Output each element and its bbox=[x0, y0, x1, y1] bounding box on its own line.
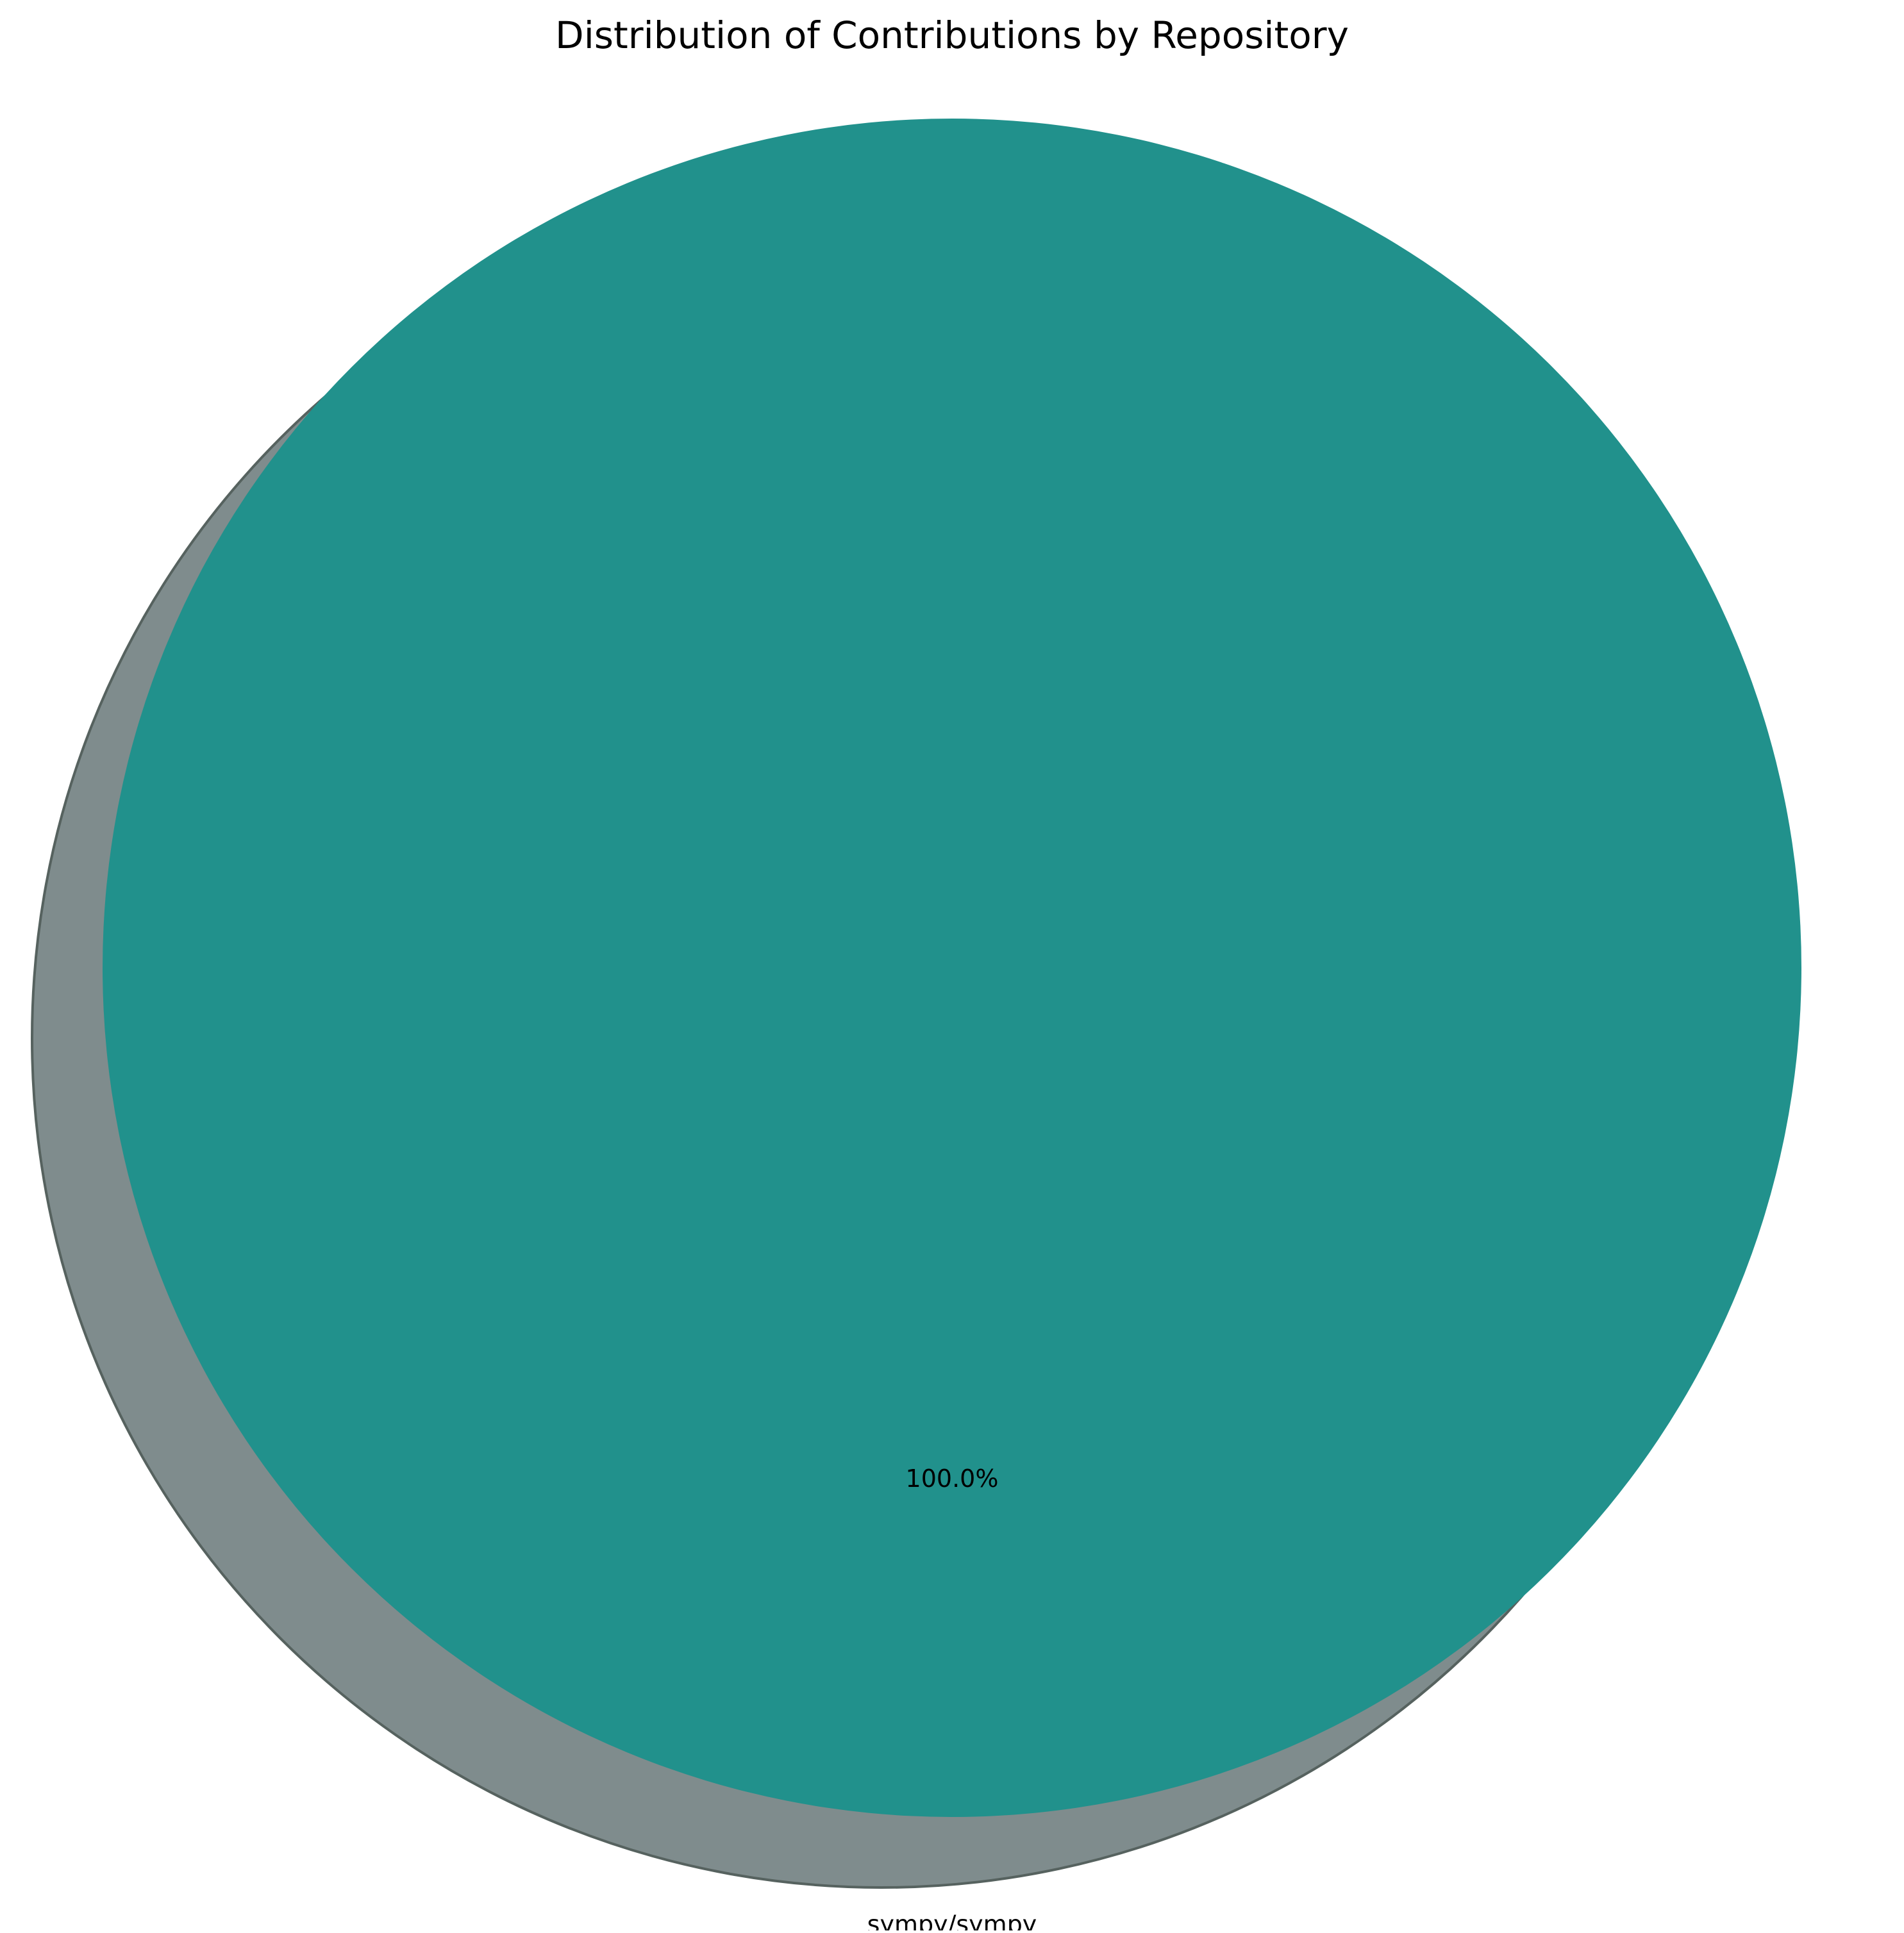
slice-percent-label: 100.0% bbox=[906, 1464, 999, 1493]
chart-title: Distribution of Contributions by Reposit… bbox=[555, 13, 1349, 57]
slice-label: sympy/sympy bbox=[867, 1911, 1037, 1931]
pie-slice-0 bbox=[103, 119, 1801, 1817]
pie-group: 100.0% sympy/sympy bbox=[31, 119, 1801, 1933]
